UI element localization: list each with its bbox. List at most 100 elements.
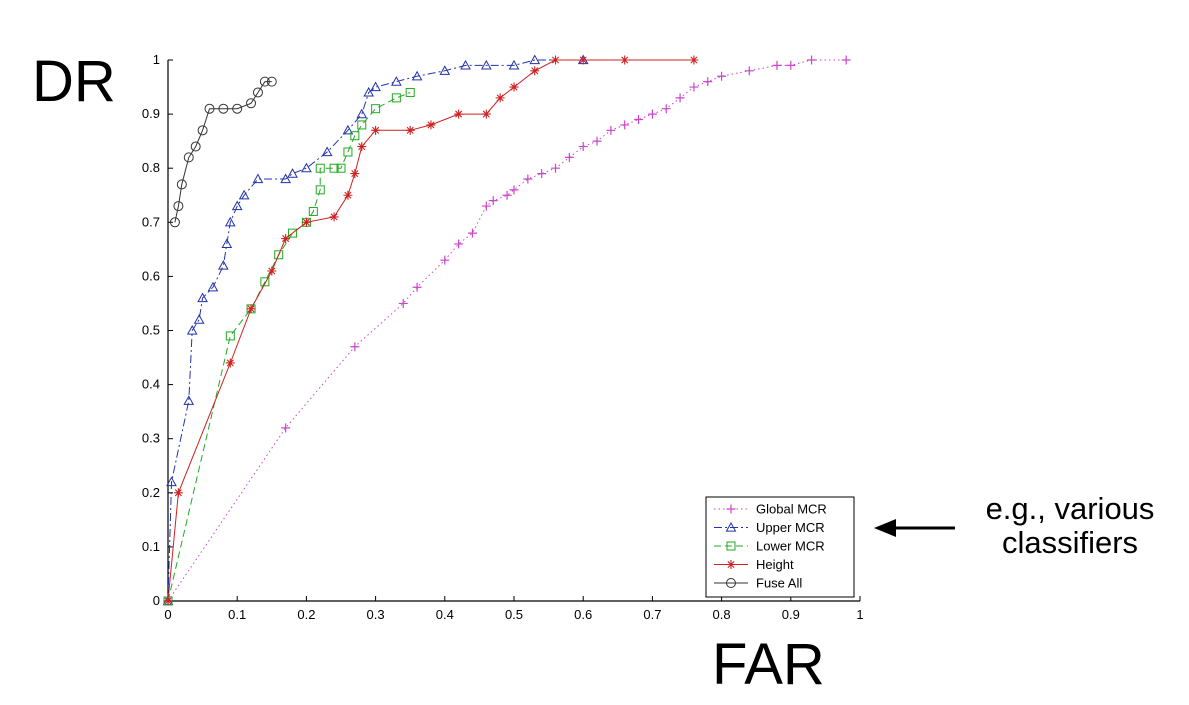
- data-point: [370, 81, 381, 92]
- data-point: [703, 77, 713, 87]
- series-fuse-all: [169, 76, 277, 228]
- annotation-line-2: classifiers: [1001, 525, 1139, 560]
- data-point: [356, 108, 368, 119]
- data-point: [481, 201, 491, 211]
- data-point: [204, 103, 215, 114]
- data-point: [620, 120, 630, 130]
- data-point: [488, 196, 498, 206]
- data-point: [225, 358, 235, 368]
- data-point: [281, 423, 291, 433]
- data-point: [426, 120, 436, 130]
- data-point: [197, 125, 208, 136]
- y-tick-label: 0.3: [142, 431, 160, 446]
- y-tick-label: 0.1: [142, 539, 160, 554]
- data-point: [412, 282, 422, 292]
- y-tick-label: 0.8: [142, 160, 160, 175]
- data-point: [509, 185, 519, 195]
- data-point: [508, 59, 520, 70]
- data-point: [391, 93, 401, 103]
- y-tick-label: 0: [153, 593, 160, 608]
- data-point: [530, 66, 540, 76]
- data-point: [460, 59, 471, 70]
- legend-marker: [726, 504, 736, 514]
- annotation-line-1: e.g., various: [985, 491, 1155, 526]
- legend-marker: [726, 560, 736, 569]
- data-point: [288, 228, 298, 238]
- x-axis-caption: FAR: [712, 632, 825, 697]
- data-point: [169, 217, 180, 228]
- data-point: [281, 234, 291, 244]
- x-tick-label: 0.7: [643, 607, 661, 622]
- data-point: [225, 331, 235, 341]
- data-point: [454, 109, 464, 119]
- data-point: [274, 250, 284, 260]
- data-point: [405, 125, 415, 135]
- x-tick-label: 0.1: [228, 607, 246, 622]
- data-point: [606, 125, 616, 135]
- x-tick-label: 0.8: [713, 607, 731, 622]
- data-point: [529, 54, 541, 65]
- legend-label: Upper MCR: [756, 520, 825, 535]
- data-point: [841, 55, 851, 65]
- data-point: [405, 87, 415, 97]
- x-tick-label: 0.3: [367, 607, 385, 622]
- data-point: [183, 152, 194, 163]
- series-line: [167, 59, 847, 602]
- series-lower-mcr: [163, 87, 415, 606]
- data-point: [578, 142, 588, 152]
- data-point: [238, 189, 250, 200]
- data-point: [197, 292, 208, 303]
- data-point: [675, 93, 685, 103]
- series-line: [167, 59, 584, 602]
- data-point: [280, 173, 291, 184]
- data-point: [634, 115, 644, 125]
- data-point: [190, 141, 201, 152]
- legend-label: Height: [756, 557, 794, 572]
- data-point: [371, 104, 381, 114]
- x-tick-label: 0.6: [574, 607, 592, 622]
- data-point: [301, 217, 311, 227]
- data-point: [537, 169, 547, 179]
- data-point: [329, 163, 339, 173]
- data-point: [620, 55, 630, 65]
- data-point: [647, 109, 657, 119]
- data-point: [371, 125, 381, 135]
- data-point: [301, 162, 312, 173]
- data-point: [343, 147, 353, 157]
- data-point: [772, 60, 782, 70]
- data-point: [315, 163, 325, 173]
- y-tick-label: 0.2: [142, 485, 160, 500]
- data-point: [551, 55, 561, 65]
- data-point: [329, 212, 339, 222]
- legend-marker: [725, 521, 737, 532]
- data-point: [454, 239, 464, 249]
- y-tick-label: 0.9: [142, 106, 160, 121]
- y-tick-label: 0.7: [142, 214, 160, 229]
- data-point: [166, 476, 177, 487]
- data-point: [717, 71, 727, 81]
- data-point: [509, 82, 519, 92]
- series-upper-mcr: [162, 54, 589, 606]
- x-tick-label: 0.9: [782, 607, 800, 622]
- data-point: [363, 86, 375, 97]
- data-point: [259, 76, 270, 87]
- data-point: [218, 260, 229, 270]
- data-point: [689, 55, 699, 65]
- data-point: [267, 266, 277, 276]
- data-point: [246, 98, 257, 109]
- y-tick-label: 1: [153, 52, 160, 67]
- y-axis-caption: DR: [32, 49, 116, 114]
- data-point: [502, 190, 512, 200]
- x-tick-label: 0: [164, 607, 171, 622]
- data-point: [207, 281, 219, 292]
- data-point: [224, 216, 236, 227]
- data-point: [343, 190, 353, 200]
- data-point: [342, 124, 354, 135]
- data-point: [481, 109, 491, 119]
- data-point: [357, 142, 367, 152]
- legend-box: [705, 496, 855, 598]
- data-point: [186, 324, 198, 335]
- data-point: [744, 66, 754, 76]
- legend-marker: [726, 578, 736, 588]
